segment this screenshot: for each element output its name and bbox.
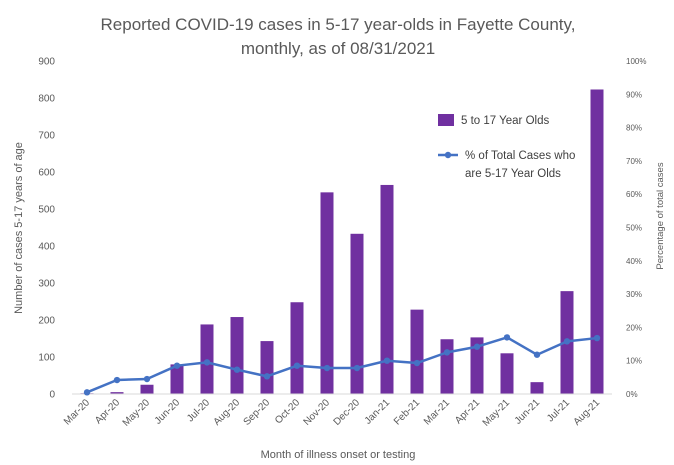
y2-tick-label: 30%	[626, 290, 642, 299]
line-point	[173, 362, 181, 369]
line-point	[353, 364, 361, 372]
bar	[110, 392, 124, 394]
y2-tick-label: 20%	[626, 323, 642, 332]
y-tick-label: 200	[38, 316, 55, 327]
line-series	[83, 334, 601, 396]
y2-tick-label: 50%	[626, 224, 642, 233]
line-point	[443, 349, 451, 356]
y2-tick-label: 10%	[626, 357, 642, 366]
line-point	[593, 334, 601, 342]
y2-tick-label: 40%	[626, 257, 642, 266]
left-axis-ticks: 0 100 200 300 400 500 600 700 800 900	[38, 57, 55, 401]
x-tick-label: Mar-21	[422, 397, 452, 427]
line-point	[383, 357, 391, 364]
x-tick-label: Sep-20	[242, 397, 273, 428]
x-tick-label: Jun-21	[513, 397, 543, 427]
bar	[230, 317, 244, 394]
y-tick-label: 400	[38, 242, 55, 253]
line-point	[263, 373, 271, 380]
x-tick-label: May-20	[121, 397, 153, 429]
bar	[410, 309, 424, 394]
y-tick-label: 700	[38, 131, 55, 142]
y2-axis-label: Percentage of total cases	[655, 162, 666, 269]
x-tick-label: Dec-20	[332, 397, 363, 428]
y-tick-label: 800	[38, 94, 55, 105]
bar-series	[80, 89, 604, 395]
bar	[470, 337, 484, 394]
legend-line-label-1: % of Total Cases who	[465, 150, 575, 162]
chart-title-line-2: monthly, as of 08/31/2021	[241, 39, 435, 58]
line-point	[413, 359, 421, 367]
right-axis-ticks: 0% 10% 20% 30% 40% 50% 60% 70% 80% 90% 100%	[626, 57, 646, 399]
line-point	[143, 375, 151, 383]
line-point	[533, 351, 541, 358]
y-tick-label: 100	[38, 353, 55, 364]
bar	[140, 384, 154, 394]
y2-tick-label: 80%	[626, 124, 642, 133]
bar	[590, 89, 604, 395]
chart-title: Reported COVID-19 cases in 5-17 year-old…	[101, 15, 576, 58]
x-tick-label: Apr-20	[93, 397, 122, 426]
chart-title-line-1: Reported COVID-19 cases in 5-17 year-old…	[101, 15, 576, 34]
y2-tick-label: 100%	[626, 57, 646, 66]
x-tick-label: Oct-20	[273, 397, 302, 426]
bar	[530, 382, 544, 394]
x-tick-label: Jun-20	[153, 397, 183, 427]
bar	[380, 184, 394, 394]
legend: 5 to 17 Year Olds % of Total Cases who a…	[438, 114, 575, 180]
x-tick-label: Mar-20	[62, 397, 92, 427]
y-tick-label: 600	[38, 168, 55, 179]
x-tick-label: Nov-20	[302, 397, 333, 428]
line-series-path	[86, 336, 598, 394]
y-tick-label: 0	[49, 390, 55, 401]
x-tick-label: May-21	[481, 397, 513, 429]
x-tick-label: Aug-20	[212, 397, 243, 428]
legend-line-marker	[444, 151, 452, 159]
x-tick-label: Jan-21	[363, 397, 393, 427]
bar	[320, 192, 334, 394]
line-point	[83, 389, 91, 396]
x-tick-label: Feb-21	[392, 397, 422, 427]
y2-tick-label: 60%	[626, 190, 642, 199]
x-tick-label: Aug-21	[572, 397, 603, 428]
legend-line-label-2: are 5-17 Year Olds	[465, 168, 561, 180]
y2-tick-label: 70%	[626, 157, 642, 166]
bar	[260, 341, 274, 394]
y-tick-label: 900	[38, 57, 55, 68]
bar	[350, 233, 364, 394]
line-point	[203, 359, 211, 366]
bar	[440, 339, 454, 394]
bar	[290, 302, 304, 394]
line-point	[113, 376, 121, 384]
line-point	[473, 343, 481, 350]
x-tick-label: Apr-21	[453, 397, 482, 426]
line-point	[563, 338, 571, 345]
bar	[170, 364, 184, 394]
y2-tick-label: 0%	[626, 390, 638, 399]
y-tick-label: 300	[38, 279, 55, 290]
x-tick-label: Jul-21	[545, 397, 572, 424]
y-axis-label: Number of cases 5-17 years of age	[13, 142, 25, 314]
line-point	[293, 362, 301, 369]
line-point	[323, 364, 331, 372]
line-point	[233, 366, 241, 373]
x-tick-label: Jul-20	[185, 397, 212, 424]
y2-tick-label: 90%	[626, 90, 642, 99]
legend-bar-swatch	[438, 114, 454, 126]
bar	[500, 353, 514, 394]
line-point	[503, 334, 511, 341]
x-axis-label: Month of illness onset or testing	[261, 449, 416, 461]
y-tick-label: 500	[38, 205, 55, 216]
legend-bar-label: 5 to 17 Year Olds	[461, 115, 549, 127]
